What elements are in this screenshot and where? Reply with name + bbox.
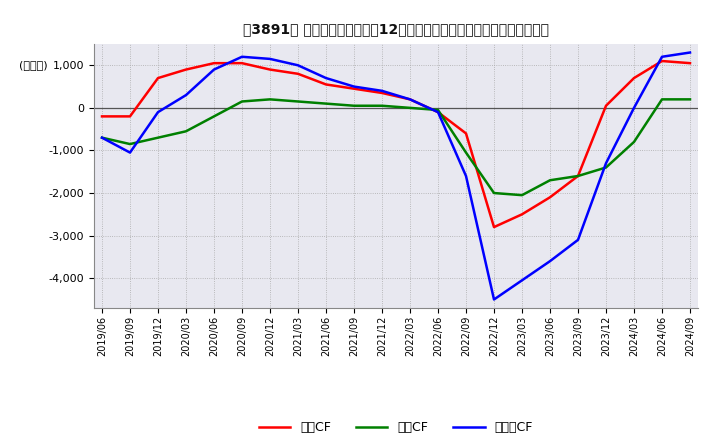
投資CF: [657, 97, 666, 102]
投資CF: [210, 114, 218, 119]
投資CF: [126, 141, 135, 147]
営業CF: [433, 110, 442, 115]
Title: ［3891］ キャッシュフローの12か月移動合計の対前年同期増減額の推移: ［3891］ キャッシュフローの12か月移動合計の対前年同期増減額の推移: [243, 22, 549, 36]
営業CF: [266, 67, 274, 72]
フリーCF: [518, 278, 526, 283]
営業CF: [405, 97, 414, 102]
営業CF: [350, 86, 359, 92]
営業CF: [574, 173, 582, 179]
投資CF: [630, 139, 639, 145]
フリーCF: [685, 50, 694, 55]
営業CF: [602, 103, 611, 108]
投資CF: [546, 178, 554, 183]
フリーCF: [602, 161, 611, 166]
投資CF: [266, 97, 274, 102]
フリーCF: [126, 150, 135, 155]
Line: 投資CF: 投資CF: [102, 99, 690, 195]
フリーCF: [574, 237, 582, 242]
営業CF: [546, 194, 554, 200]
投資CF: [238, 99, 246, 104]
投資CF: [294, 99, 302, 104]
フリーCF: [630, 105, 639, 110]
フリーCF: [238, 54, 246, 59]
投資CF: [685, 97, 694, 102]
フリーCF: [210, 67, 218, 72]
Line: フリーCF: フリーCF: [102, 52, 690, 300]
フリーCF: [433, 110, 442, 115]
営業CF: [518, 212, 526, 217]
フリーCF: [546, 259, 554, 264]
投資CF: [518, 193, 526, 198]
営業CF: [294, 71, 302, 77]
営業CF: [462, 131, 470, 136]
投資CF: [602, 165, 611, 170]
営業CF: [322, 82, 330, 87]
フリーCF: [266, 56, 274, 62]
フリーCF: [350, 84, 359, 89]
投資CF: [433, 107, 442, 113]
投資CF: [98, 135, 107, 140]
Line: 営業CF: 営業CF: [102, 61, 690, 227]
フリーCF: [490, 297, 498, 302]
フリーCF: [657, 54, 666, 59]
投資CF: [574, 173, 582, 179]
投資CF: [181, 128, 190, 134]
投資CF: [378, 103, 387, 108]
投資CF: [350, 103, 359, 108]
フリーCF: [378, 88, 387, 93]
フリーCF: [153, 110, 162, 115]
フリーCF: [322, 75, 330, 81]
営業CF: [210, 61, 218, 66]
営業CF: [238, 61, 246, 66]
営業CF: [657, 59, 666, 64]
フリーCF: [405, 97, 414, 102]
投資CF: [322, 101, 330, 106]
営業CF: [98, 114, 107, 119]
フリーCF: [294, 62, 302, 68]
営業CF: [378, 90, 387, 95]
投資CF: [153, 135, 162, 140]
投資CF: [490, 191, 498, 196]
フリーCF: [181, 92, 190, 98]
営業CF: [630, 75, 639, 81]
営業CF: [685, 61, 694, 66]
フリーCF: [462, 173, 470, 179]
営業CF: [126, 114, 135, 119]
投資CF: [405, 105, 414, 110]
フリーCF: [98, 135, 107, 140]
営業CF: [153, 75, 162, 81]
Y-axis label: (百万円): (百万円): [19, 60, 48, 70]
Legend: 営業CF, 投資CF, フリーCF: 営業CF, 投資CF, フリーCF: [254, 416, 538, 439]
営業CF: [181, 67, 190, 72]
営業CF: [490, 224, 498, 230]
投資CF: [462, 150, 470, 155]
